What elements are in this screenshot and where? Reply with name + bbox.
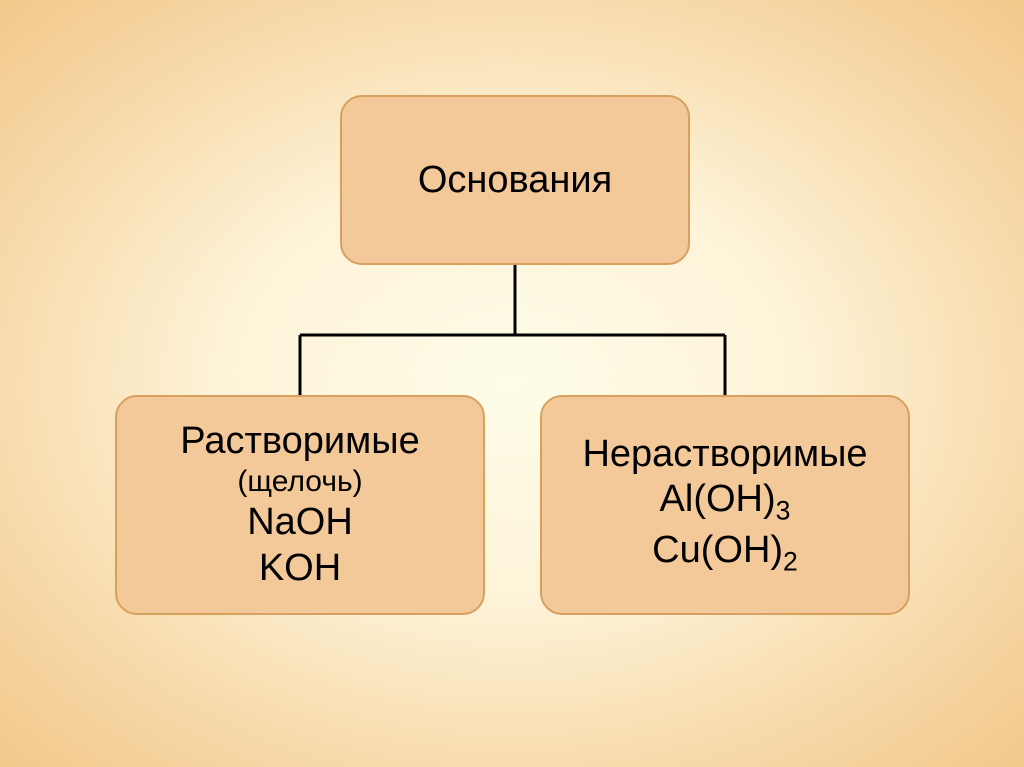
root-title: Основания xyxy=(418,159,612,202)
insoluble-example-2: Cu(OH)2 xyxy=(652,528,798,579)
soluble-example-2: KOH xyxy=(259,546,341,592)
insoluble-example-1: Al(OH)3 xyxy=(660,477,791,528)
insoluble-title: Нерастворимые xyxy=(582,432,867,478)
root-node: Основания xyxy=(340,95,690,265)
child-node-soluble: Растворимые (щелочь) NaOH KOH xyxy=(115,395,485,615)
soluble-title: Растворимые xyxy=(180,419,419,465)
soluble-example-1: NaOH xyxy=(247,500,353,546)
child-node-insoluble: Нерастворимые Al(OH)3 Cu(OH)2 xyxy=(540,395,910,615)
soluble-subtitle: (щелочь) xyxy=(237,464,362,500)
